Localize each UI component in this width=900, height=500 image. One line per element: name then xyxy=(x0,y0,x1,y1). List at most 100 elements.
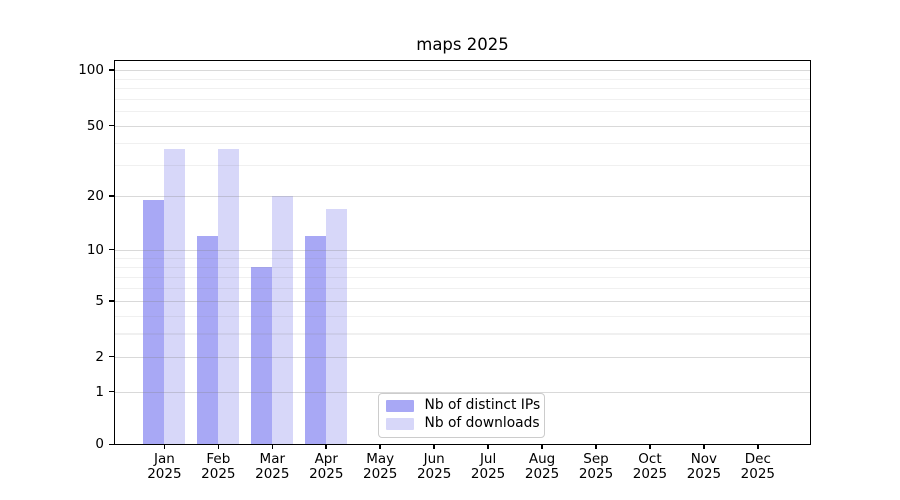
x-tick-dec xyxy=(757,444,759,450)
x-tick-label-apr: Apr 2025 xyxy=(296,450,356,483)
bar-feb-downloads xyxy=(218,148,240,445)
y-tick-label-20: 20 xyxy=(86,188,104,204)
y-tick-1 xyxy=(108,390,114,393)
x-tick-jul xyxy=(487,444,489,450)
y-tick-label-10: 10 xyxy=(86,241,104,258)
minor-gridline-40 xyxy=(114,142,811,145)
x-tick-label-jun: Jun 2025 xyxy=(404,450,464,483)
y-tick-2 xyxy=(108,355,114,358)
y-tick-label-5: 5 xyxy=(95,293,104,309)
bar-mar-downloads xyxy=(272,196,294,445)
legend-item-downloads: Nb of downloads xyxy=(385,415,544,432)
x-tick-may xyxy=(379,444,381,450)
minor-gridline-60 xyxy=(114,111,811,113)
x-tick-feb xyxy=(217,444,220,450)
x-tick-sep xyxy=(595,444,597,450)
y-tick-20 xyxy=(108,195,114,197)
bar-jan-downloads xyxy=(164,148,186,445)
minor-gridline-70 xyxy=(114,98,811,100)
bar-mar-distinct-ips xyxy=(251,266,273,445)
x-tick-aug xyxy=(541,444,543,450)
minor-gridline-90 xyxy=(114,78,811,80)
x-tick-label-month: Nov xyxy=(690,450,718,467)
x-tick-label-year: 2025 xyxy=(470,466,506,482)
minor-gridline-30 xyxy=(114,165,811,167)
major-gridline-20 xyxy=(114,196,811,198)
plot-area xyxy=(114,59,811,445)
y-tick-label-2: 2 xyxy=(95,348,104,365)
legend-swatch-distinct-ips xyxy=(385,400,414,412)
legend-swatch-downloads xyxy=(385,418,414,430)
major-gridline-100 xyxy=(114,70,811,72)
y-tick-50 xyxy=(108,124,114,127)
y-tick-label-1: 1 xyxy=(95,383,104,400)
bar-feb-distinct-ips xyxy=(197,235,219,445)
x-tick-label-year: 2025 xyxy=(686,466,722,482)
x-tick-label-year: 2025 xyxy=(147,466,182,482)
x-tick-label-sep: Sep 2025 xyxy=(566,450,626,483)
bar-apr-distinct-ips xyxy=(305,235,327,445)
x-tick-label-month: Jun xyxy=(423,450,445,467)
minor-gridline-4 xyxy=(114,315,811,317)
minor-gridline-9 xyxy=(114,257,811,259)
major-gridline-10 xyxy=(114,249,811,251)
x-tick-label-month: Aug xyxy=(528,450,556,467)
major-gridline-5 xyxy=(114,301,811,303)
x-tick-label-month: Dec xyxy=(744,450,771,467)
x-tick-label-year: 2025 xyxy=(201,466,236,482)
x-tick-label-month: Jul xyxy=(479,450,497,467)
chart-title: maps 2025 xyxy=(416,35,509,54)
x-tick-label-month: Sep xyxy=(583,450,609,467)
x-tick-jan xyxy=(163,444,166,450)
x-tick-apr xyxy=(325,444,328,450)
x-tick-label-year: 2025 xyxy=(255,466,290,482)
x-tick-jun xyxy=(433,444,435,450)
x-tick-label-feb: Feb 2025 xyxy=(188,450,248,483)
minor-gridline-80 xyxy=(114,88,811,90)
minor-gridline-7 xyxy=(114,276,811,278)
x-tick-label-year: 2025 xyxy=(632,466,668,482)
x-tick-label-year: 2025 xyxy=(363,466,398,482)
x-tick-label-month: Oct xyxy=(638,450,662,467)
y-tick-label-0: 0 xyxy=(95,436,104,453)
legend-label-downloads: Nb of downloads xyxy=(424,415,540,432)
legend: Nb of distinct IPs Nb of downloads xyxy=(377,392,545,438)
y-tick-label-100: 100 xyxy=(78,62,104,79)
x-tick-label-year: 2025 xyxy=(740,466,776,482)
x-tick-label-year: 2025 xyxy=(524,466,560,482)
x-tick-label-month: Apr xyxy=(314,450,338,467)
x-tick-label-oct: Oct 2025 xyxy=(620,450,680,483)
y-tick-100 xyxy=(108,69,114,71)
x-tick-label-aug: Aug 2025 xyxy=(512,450,572,483)
x-tick-label-year: 2025 xyxy=(416,466,452,482)
x-tick-label-month: Mar xyxy=(259,450,286,467)
x-tick-oct xyxy=(649,444,651,450)
x-tick-label-year: 2025 xyxy=(578,466,614,482)
bar-apr-downloads xyxy=(326,208,348,445)
x-tick-label-month: May xyxy=(366,450,395,467)
major-gridline-1 xyxy=(114,391,811,393)
x-tick-label-nov: Nov 2025 xyxy=(674,450,734,483)
x-tick-label-dec: Dec 2025 xyxy=(728,450,788,483)
bar-jan-distinct-ips xyxy=(143,200,165,445)
x-tick-label-month: Jan xyxy=(153,450,175,467)
y-tick-0 xyxy=(108,443,114,446)
major-gridline-2 xyxy=(114,356,811,358)
x-tick-label-jul: Jul 2025 xyxy=(458,450,518,483)
minor-gridline-8 xyxy=(114,266,811,268)
x-tick-label-jan: Jan 2025 xyxy=(134,450,194,483)
y-tick-5 xyxy=(108,300,114,302)
major-gridline-50 xyxy=(114,125,811,127)
legend-label-distinct-ips: Nb of distinct IPs xyxy=(424,397,541,414)
minor-gridline-6 xyxy=(114,287,811,290)
x-tick-nov xyxy=(703,444,705,450)
x-tick-label-month: Feb xyxy=(206,450,231,467)
x-tick-label-may: May 2025 xyxy=(350,450,410,483)
minor-gridline-3 xyxy=(114,333,811,335)
y-tick-10 xyxy=(108,248,114,251)
x-tick-label-year: 2025 xyxy=(309,466,344,482)
x-tick-label-mar: Mar 2025 xyxy=(242,450,302,483)
legend-item-distinct-ips: Nb of distinct IPs xyxy=(385,397,544,414)
y-tick-label-50: 50 xyxy=(86,117,104,134)
